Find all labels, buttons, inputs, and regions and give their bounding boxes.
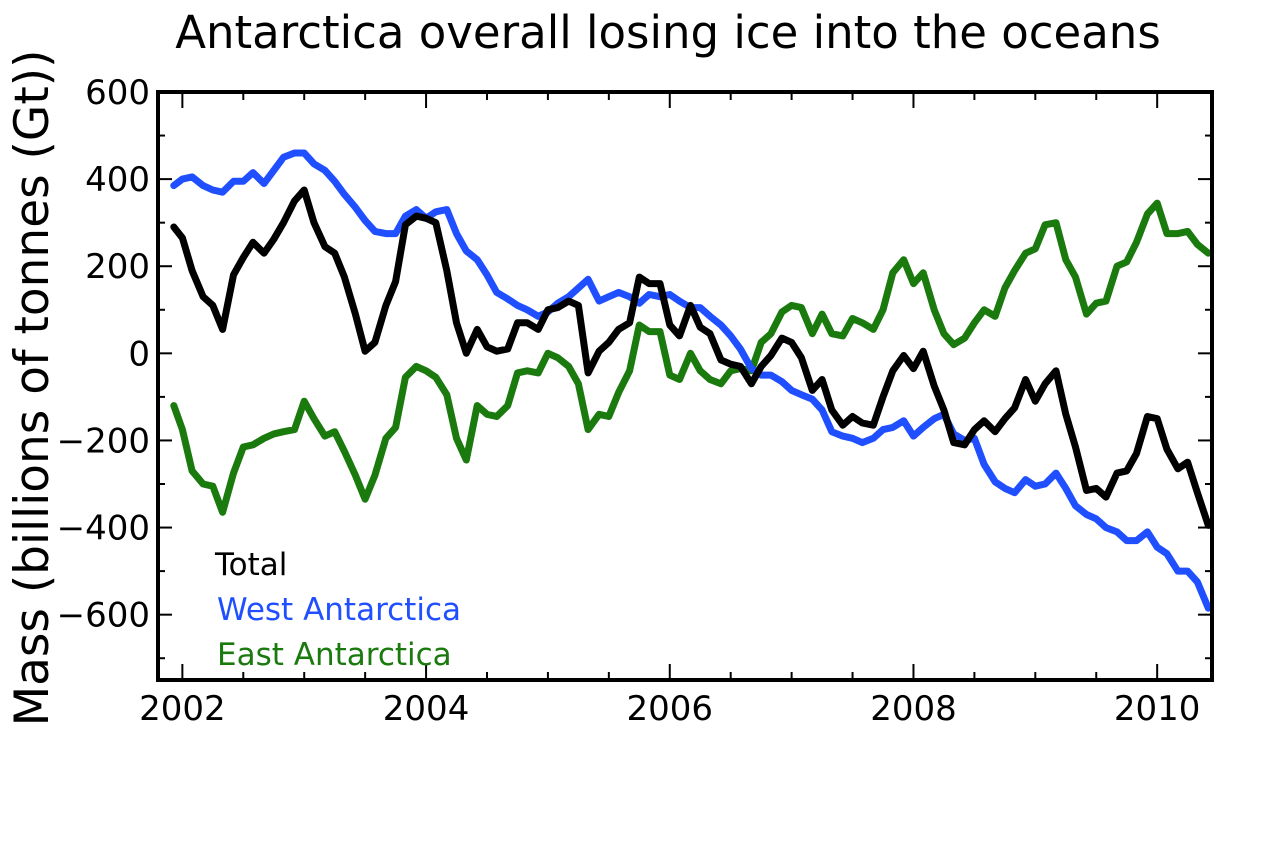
x-tick-label: 2006 [627, 689, 714, 729]
ticks-layer: 600 400 200 0 −200 −400 −600 2002 2004 2006 2008 20… [57, 73, 1212, 729]
legend: Total West Antarctica East Antarctica [214, 547, 461, 673]
series-line-east-antarctica [170, 199, 1212, 516]
legend-entry-west-antarctica: West Antarctica [217, 592, 461, 628]
plot-frame [156, 90, 1214, 682]
y-axis-label: Mass (billions of tonnes (Gt)) [5, 50, 60, 727]
y-tick-label: −600 [57, 596, 150, 636]
y-tick-label: 200 [85, 247, 150, 287]
y-tick-label: 400 [85, 160, 150, 200]
chart-title: Antarctica overall losing ice into the o… [175, 6, 1161, 59]
legend-entry-total: Total [214, 547, 287, 583]
series-layer [170, 149, 1212, 612]
x-tick-label: 2004 [383, 689, 470, 729]
x-tick-label: 2010 [1114, 689, 1201, 729]
x-tick-label: 2002 [139, 689, 226, 729]
legend-entry-east-antarctica: East Antarctica [217, 637, 452, 673]
x-tick-label: 2008 [870, 689, 957, 729]
y-tick-label: −200 [57, 421, 150, 461]
y-tick-label: −400 [57, 509, 150, 549]
y-tick-label: 0 [128, 334, 150, 374]
series-line-total [170, 186, 1212, 529]
y-tick-label: 600 [85, 73, 150, 113]
